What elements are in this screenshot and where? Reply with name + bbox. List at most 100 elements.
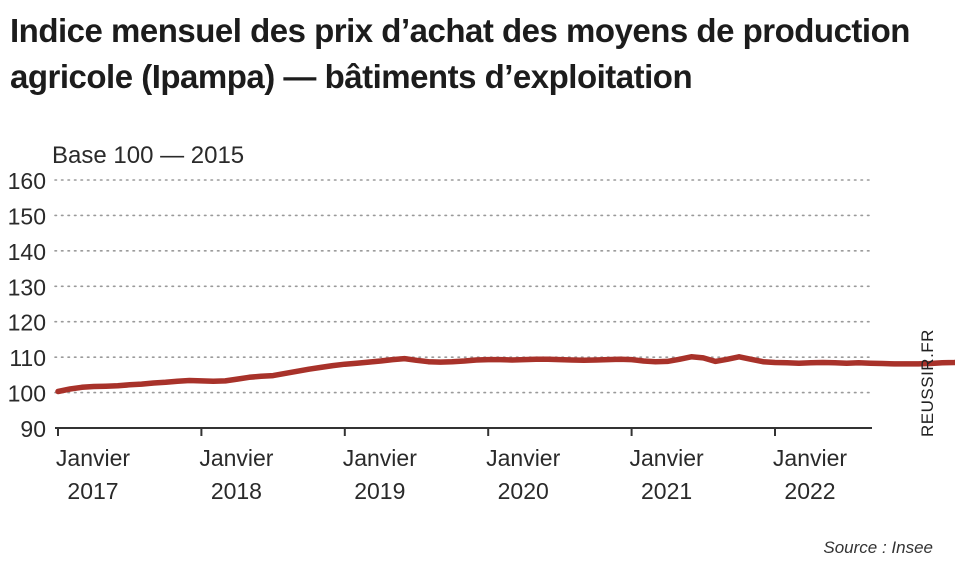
data-point (115, 383, 121, 389)
data-point (187, 378, 192, 383)
data-point (927, 361, 933, 366)
data-point (892, 361, 897, 367)
x-tick-label-month-2017: Janvier (56, 445, 130, 471)
x-tick-label-month-2018: Janvier (199, 445, 273, 471)
base-label: Base 100 — 2015 (52, 142, 245, 169)
data-point (449, 359, 455, 365)
data-point (79, 384, 85, 390)
x-tick-label-month-2022: Janvier (773, 445, 847, 471)
data-point (736, 354, 742, 360)
data-point (497, 357, 503, 362)
data-point (844, 360, 850, 366)
data-point (784, 360, 790, 366)
grid-lines (54, 179, 873, 394)
data-point (234, 376, 240, 382)
y-tick-130: 130 (8, 274, 46, 300)
data-point (904, 361, 909, 367)
data-point (880, 361, 885, 366)
data-point (485, 357, 491, 362)
data-point (330, 363, 336, 368)
series-line-0 (55, 354, 955, 395)
y-tick-150: 150 (8, 203, 46, 229)
data-point (127, 382, 133, 388)
data-point (916, 361, 921, 367)
x-tick-label-year-2022: 2022 (784, 478, 835, 504)
data-point (270, 373, 276, 378)
x-tick-label-month-2019: Janvier (343, 445, 417, 471)
data-point (163, 379, 169, 385)
y-tick-160: 160 (8, 168, 46, 194)
data-point (820, 360, 826, 365)
data-point (199, 378, 204, 384)
data-point (210, 378, 216, 384)
x-tick-label-year-2017: 2017 (67, 478, 118, 504)
data-point (294, 368, 300, 374)
data-point (246, 374, 252, 380)
chart-title-line-2: agricole (Ipampa) — bâtiments d’exploita… (10, 58, 693, 95)
data-point (760, 359, 766, 365)
data-point (533, 356, 539, 362)
data-point (653, 359, 658, 365)
x-tick-label-year-2021: 2021 (641, 478, 692, 504)
data-point (700, 355, 706, 361)
y-tick-110: 110 (9, 345, 46, 371)
data-point (318, 365, 324, 370)
data-point (617, 356, 622, 362)
data-point (629, 357, 634, 362)
data-point (306, 366, 312, 372)
data-point (593, 357, 599, 363)
data-point (461, 358, 467, 364)
data-point (605, 357, 611, 362)
data-point (557, 357, 563, 362)
data-point (282, 371, 288, 376)
data-point (473, 357, 479, 363)
data-point (545, 356, 551, 362)
data-point (748, 356, 754, 362)
data-point (581, 357, 587, 363)
y-tick-140: 140 (8, 239, 46, 265)
x-tick-label-year-2019: 2019 (354, 478, 405, 504)
chart-title: Indice mensuel des prix d’achat des moye… (10, 8, 940, 100)
data-point (258, 373, 264, 379)
data-point (67, 386, 73, 392)
data-point (796, 360, 802, 366)
data-point (832, 360, 838, 366)
data-point (151, 380, 157, 386)
data-point (665, 359, 670, 364)
data-point (509, 357, 515, 363)
y-tick-90: 90 (20, 416, 46, 442)
data-point (378, 358, 383, 364)
data-point (724, 356, 730, 362)
x-tick-label-year-2020: 2020 (498, 478, 549, 504)
y-axis-ticks: 90 100 110 120 130 140 150 160 (8, 168, 46, 442)
data-point (569, 357, 575, 363)
data-point (402, 356, 407, 361)
data-point (939, 360, 945, 366)
source-note: Source : Insee (823, 538, 933, 557)
data-point (438, 359, 443, 365)
data-point (641, 358, 646, 364)
x-axis-ticks: Janvier 2017 Janvier 2018 Janvier 2019 Janvier… (56, 428, 847, 504)
data-point (677, 356, 682, 362)
data-point (354, 360, 360, 366)
data-point (772, 360, 778, 365)
x-tick-label-year-2018: 2018 (211, 478, 262, 504)
data-point (139, 381, 145, 387)
chart-title-line-1: Indice mensuel des prix d’achat des moye… (10, 12, 910, 49)
data-point (175, 378, 180, 384)
x-tick-label-month-2021: Janvier (630, 445, 704, 471)
data-point (103, 383, 109, 389)
x-tick-label-month-2020: Janvier (486, 445, 560, 471)
data-point (414, 357, 419, 363)
data-point (868, 360, 873, 366)
data-point (951, 360, 955, 365)
data-point (521, 357, 527, 362)
data-point (222, 378, 228, 384)
data-point (91, 384, 97, 389)
data-point (55, 389, 61, 394)
data-point (808, 360, 814, 366)
y-tick-120: 120 (8, 310, 46, 336)
series-layer (55, 354, 955, 395)
data-point (856, 360, 861, 366)
data-point (426, 359, 431, 365)
